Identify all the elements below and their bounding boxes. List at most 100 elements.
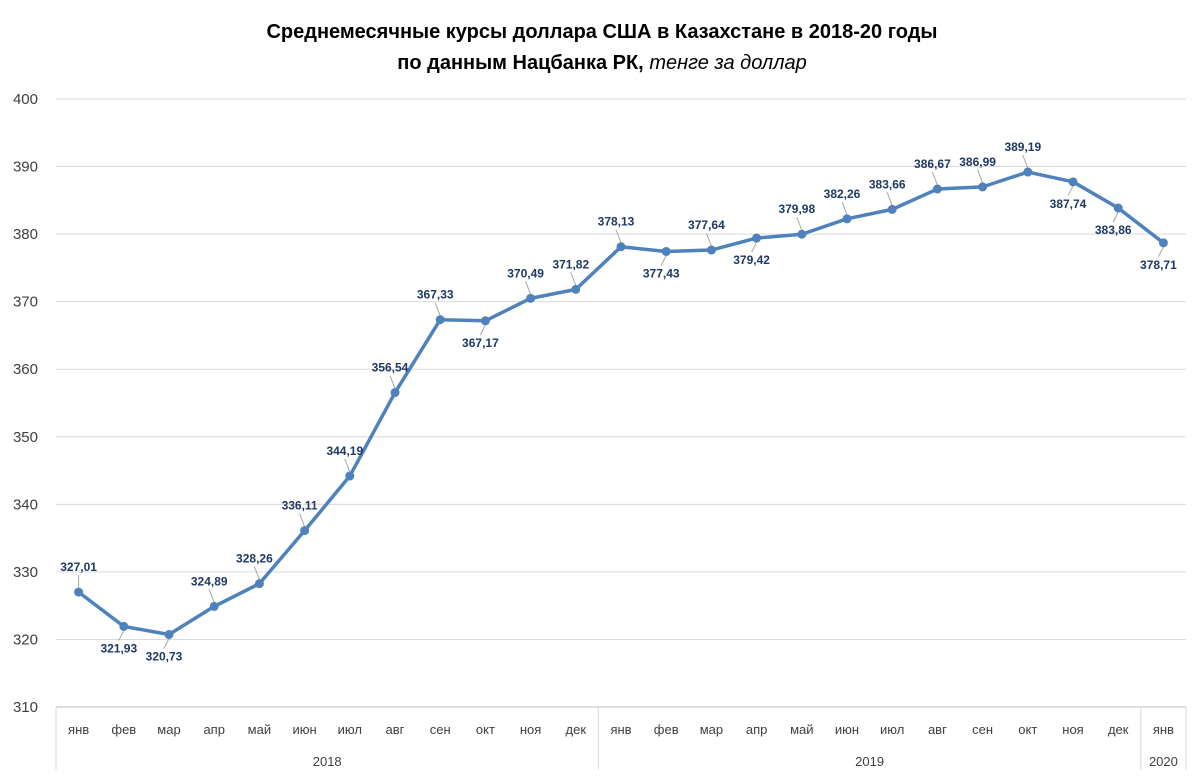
data-point (932, 184, 942, 194)
data-point (616, 242, 626, 252)
data-point (119, 621, 129, 631)
x-tick-label: авг (928, 722, 947, 737)
x-tick-label: апр (746, 722, 768, 737)
label-leader (660, 255, 667, 266)
label-leader (525, 281, 532, 295)
x-tick-label: дек (1108, 722, 1129, 737)
data-point (300, 526, 310, 536)
data-point (390, 388, 400, 398)
label-leader (1067, 185, 1074, 197)
data-label: 371,82 (552, 257, 589, 271)
x-tick-label: май (248, 722, 271, 737)
x-tick-label: ноя (520, 722, 541, 737)
label-leader (705, 232, 712, 247)
data-label: 324,89 (191, 574, 228, 588)
year-label: 2019 (855, 754, 884, 769)
data-label: 382,26 (824, 187, 861, 201)
data-point (661, 246, 671, 256)
label-leader (479, 324, 486, 336)
data-point (887, 204, 897, 214)
data-point (752, 233, 762, 243)
data-point (164, 630, 174, 640)
label-leader (434, 302, 441, 316)
y-tick-label: 400 (13, 91, 38, 108)
x-tick-label: дек (566, 722, 587, 737)
x-tick-label: июн (292, 722, 316, 737)
data-point (209, 601, 219, 611)
label-leader (118, 630, 125, 641)
label-leader (841, 201, 848, 216)
label-leader (344, 458, 351, 473)
y-tick-label: 360 (13, 361, 38, 378)
label-leader (615, 229, 622, 243)
data-label: 379,98 (778, 202, 815, 216)
x-tick-label: июл (338, 722, 362, 737)
data-point (1113, 203, 1123, 213)
data-label: 327,01 (60, 560, 97, 574)
year-label: 2018 (313, 754, 342, 769)
x-tick-label: сен (430, 722, 451, 737)
x-tick-label: янв (68, 722, 89, 737)
year-label: 2020 (1149, 754, 1178, 769)
x-tick-label: окт (476, 722, 495, 737)
data-label: 370,49 (507, 266, 544, 280)
data-point (254, 579, 264, 589)
gridlines (56, 98, 1186, 708)
y-tick-label: 380 (13, 226, 38, 243)
label-leader (1112, 211, 1119, 223)
data-point (480, 316, 490, 326)
x-tick-label: янв (1153, 722, 1174, 737)
label-leader (389, 375, 396, 389)
data-point (797, 229, 807, 239)
x-tick-label: авг (386, 722, 405, 737)
label-leader-lines (78, 154, 1164, 649)
data-point (345, 471, 355, 481)
y-tick-label: 370 (13, 294, 38, 311)
data-point (435, 315, 445, 325)
data-label: 377,43 (643, 266, 680, 280)
label-leader (1157, 246, 1164, 258)
data-point (1023, 167, 1033, 177)
y-tick-label: 310 (13, 699, 38, 716)
data-label: 367,33 (417, 288, 454, 302)
data-label: 379,42 (733, 253, 770, 267)
x-tick-label: мар (700, 722, 723, 737)
y-tick-label: 390 (13, 159, 38, 176)
label-leader (570, 272, 577, 286)
x-tick-label: апр (203, 722, 225, 737)
data-point (1158, 238, 1168, 248)
label-leader (977, 169, 984, 184)
label-leader (208, 589, 215, 603)
y-tick-label: 320 (13, 631, 38, 648)
data-label: 321,93 (100, 641, 137, 655)
x-tick-label: окт (1018, 722, 1037, 737)
data-point (526, 293, 536, 303)
label-leader (886, 192, 893, 206)
data-label: 387,74 (1050, 197, 1087, 211)
x-tick-label: янв (610, 722, 631, 737)
x-tick-label: фев (654, 722, 679, 737)
label-leader (1022, 154, 1029, 169)
y-axis: 310 320 330 340 350 360 370 380 390 400 (13, 91, 38, 716)
label-leader (253, 566, 260, 580)
chart-subtitle-prefix: по данным Нацбанка РК, (397, 52, 643, 74)
data-point (978, 182, 988, 192)
data-label: 328,26 (236, 552, 273, 566)
label-leader (931, 171, 938, 186)
x-tick-label: фев (111, 722, 136, 737)
data-labels: 327,01 321,93 320,73 324,89 328,26 336,11 344,… (60, 140, 1177, 663)
data-label: 344,19 (326, 444, 363, 458)
data-label: 378,13 (598, 215, 635, 229)
data-points (74, 167, 1168, 640)
data-label: 356,54 (372, 361, 409, 375)
data-label: 383,66 (869, 177, 906, 191)
y-tick-label: 340 (13, 496, 38, 513)
x-tick-label: мар (157, 722, 180, 737)
x-tick-label: май (790, 722, 813, 737)
data-label: 378,71 (1140, 258, 1177, 272)
data-label: 383,86 (1095, 223, 1132, 237)
data-point (571, 284, 581, 294)
data-label: 367,17 (462, 336, 499, 350)
chart-subtitle-unit: тенге за доллар (649, 52, 806, 74)
